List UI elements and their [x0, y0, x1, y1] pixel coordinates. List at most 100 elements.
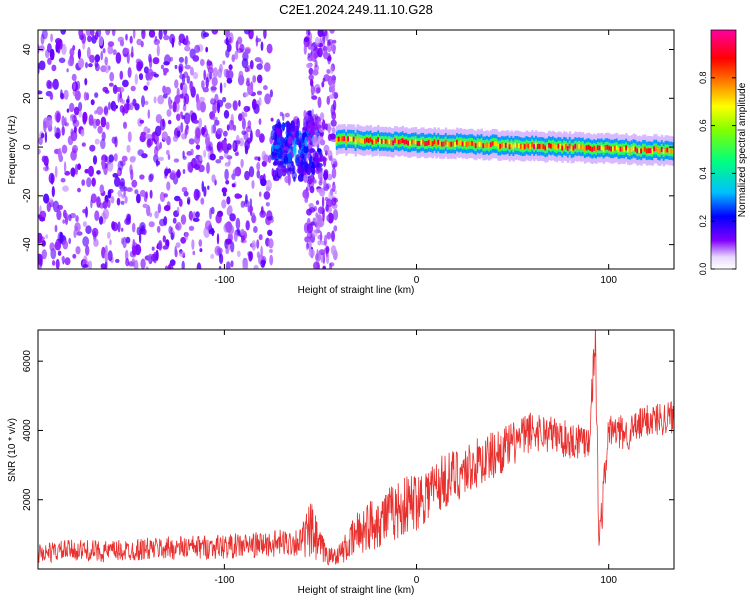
- spectrogram-cell: [56, 40, 62, 48]
- spectrogram-cell: [269, 249, 273, 253]
- trace-cell: [627, 147, 630, 153]
- spectrogram-cell: [85, 225, 92, 235]
- spectrogram-cell: [226, 77, 233, 84]
- trace-cell: [337, 136, 341, 142]
- spectrogram-cell: [184, 231, 189, 241]
- spectrogram-cell: [104, 64, 110, 74]
- spectrogram-cell: [119, 181, 126, 192]
- spectrogram-cell: [210, 97, 215, 104]
- spectrogram-cell: [131, 258, 136, 267]
- spectrogram-cell: [279, 111, 284, 117]
- colorbar-frame: [710, 29, 737, 270]
- trace-cell: [497, 143, 500, 149]
- spectrogram-cell: [327, 39, 334, 46]
- spectrogram-cell: [192, 250, 196, 256]
- trace-cell: [672, 148, 674, 154]
- spectrogram-cell: [58, 147, 62, 158]
- spectrogram-cell: [245, 80, 250, 87]
- spectrogram-cell: [202, 87, 209, 93]
- trace-cell: [649, 148, 653, 154]
- spectrogram-cell: [73, 126, 77, 134]
- spectrogram-cell: [229, 119, 234, 131]
- spectrogram-cell: [254, 156, 259, 161]
- spectrogram-cell: [303, 121, 307, 130]
- trace-cell: [548, 142, 551, 148]
- spectrogram-cell: [314, 36, 321, 47]
- trace-cell: [529, 144, 532, 149]
- spectrogram-cell: [305, 124, 311, 129]
- spectrogram-cell: [199, 155, 203, 162]
- spectrogram-cell: [176, 130, 181, 138]
- trace-cell: [659, 148, 662, 154]
- spectrogram-cell: [330, 245, 337, 256]
- spectrogram-cell: [105, 121, 110, 130]
- spectrogram-cell: [194, 44, 201, 54]
- trace-cell: [377, 137, 380, 143]
- spectrogram-cell: [225, 102, 232, 109]
- spectrogram-cell: [322, 265, 326, 269]
- spectrogram-cell: [78, 30, 84, 38]
- trace-cell: [653, 146, 656, 152]
- colorbar-gradient: [711, 30, 736, 269]
- spectrogram-cell: [307, 151, 310, 161]
- spectrogram-cell: [251, 240, 256, 251]
- trace-cell: [516, 142, 519, 148]
- spectrogram-cell: [129, 155, 137, 161]
- trace-cell: [412, 139, 416, 145]
- colorbar-label: Normalized spectral amplitude: [737, 82, 748, 217]
- spectrogram-cell: [223, 152, 229, 159]
- spectrogram-cell: [117, 190, 122, 197]
- trace-cell: [527, 143, 530, 149]
- trace-cell: [482, 143, 485, 149]
- trace-cell: [670, 148, 673, 154]
- spectrogram-cell: [272, 169, 277, 181]
- region-noise-strip: [302, 30, 339, 269]
- spectrogram-cell: [308, 156, 315, 164]
- spectrogram-cell: [67, 135, 74, 146]
- spectrogram-cell: [260, 259, 266, 266]
- spectrogram-cell: [323, 179, 327, 188]
- spectrogram-cell: [317, 217, 325, 228]
- spectrogram-cell: [125, 236, 131, 244]
- spectrogram-cell: [104, 89, 110, 94]
- spectrogram-cell: [234, 193, 241, 199]
- trace-cell: [380, 138, 384, 144]
- spectrogram-cell: [331, 230, 335, 242]
- spectrogram-cell: [103, 106, 109, 115]
- spectrogram-cell: [253, 103, 260, 114]
- spectrogram-cell: [184, 45, 191, 52]
- spectrogram-cell: [87, 260, 93, 269]
- spectrogram-cell: [199, 96, 205, 103]
- spectrogram-cell: [307, 110, 313, 117]
- spectrogram-cell: [132, 30, 136, 39]
- spectrogram-cell: [51, 186, 55, 198]
- spectrogram-ylabel: Frequency (Hz): [7, 116, 18, 185]
- spectrogram-cell: [160, 64, 165, 70]
- trace-cell: [439, 141, 442, 147]
- trace-cell: [459, 140, 463, 146]
- spectrogram-cell: [311, 229, 318, 238]
- spectrogram-cell: [216, 247, 223, 255]
- spectrogram-cell: [81, 179, 86, 187]
- spectrogram-cell: [104, 56, 108, 66]
- spectrogram-cell: [225, 238, 232, 245]
- spectrogram-cell: [316, 188, 324, 193]
- spectrogram-cell: [218, 265, 222, 269]
- spectrogram-cell: [43, 159, 48, 166]
- spectrogram-xtick-label: -100: [214, 275, 234, 286]
- spectrogram-cell: [236, 250, 241, 257]
- trace-cell: [531, 142, 534, 148]
- spectrogram-cell: [315, 113, 318, 121]
- trace-cell: [427, 140, 431, 145]
- spectrogram-cell: [244, 30, 251, 35]
- spectrogram-cell: [332, 184, 336, 190]
- spectrogram-cell: [181, 73, 186, 86]
- spectrogram-cell: [247, 205, 254, 213]
- region-signal-trace: [335, 124, 674, 167]
- trace-cell: [414, 139, 418, 145]
- spectrogram-cell: [221, 199, 227, 209]
- spectrogram-cell: [90, 99, 95, 106]
- spectrogram-cell: [333, 225, 338, 232]
- spectrogram-cell: [242, 260, 249, 269]
- spectrogram-cell: [224, 30, 230, 38]
